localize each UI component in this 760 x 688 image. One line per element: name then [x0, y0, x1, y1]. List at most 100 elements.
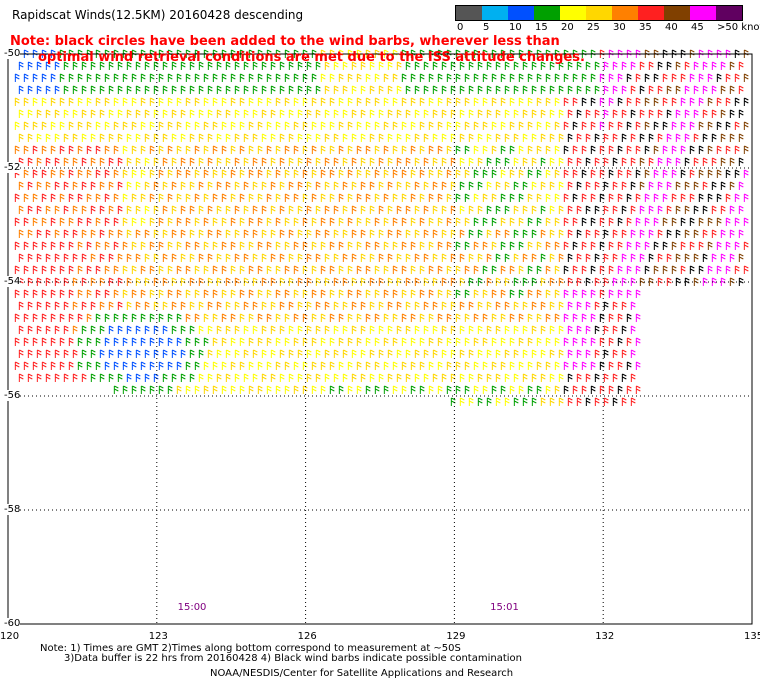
wind-barb [369, 109, 375, 118]
wind-barb [288, 373, 294, 382]
wind-barb [369, 349, 375, 358]
wind-barb [554, 193, 560, 202]
wind-barb [419, 73, 425, 82]
wind-barb [743, 193, 749, 202]
wind-barb [284, 97, 290, 106]
wind-barb [432, 85, 438, 94]
wind-barb [374, 313, 380, 322]
wind-barb [518, 385, 524, 394]
wind-barb [194, 265, 200, 274]
wind-barb [396, 85, 402, 94]
wind-barb [545, 73, 551, 82]
wind-barb [140, 385, 146, 394]
wind-barb [212, 313, 218, 322]
wind-barb [432, 253, 438, 262]
wind-barb [234, 181, 240, 190]
wind-barb [212, 241, 218, 250]
wind-barb [113, 241, 119, 250]
wind-barb [509, 217, 515, 226]
y-tick-label: -58 [4, 504, 21, 515]
legend-swatch [612, 6, 638, 20]
wind-barb [603, 85, 609, 94]
wind-barb [63, 325, 69, 334]
wind-barb [401, 289, 407, 298]
wind-barb [257, 385, 263, 394]
wind-barb [230, 337, 236, 346]
wind-barb [36, 133, 42, 142]
wind-barb [675, 85, 681, 94]
wind-barb [338, 121, 344, 130]
wind-barb [455, 73, 461, 82]
wind-barb [234, 253, 240, 262]
wind-barb [347, 385, 353, 394]
wind-barb [243, 157, 249, 166]
wind-barb [171, 373, 177, 382]
wind-barb [468, 397, 474, 406]
wind-barb [666, 61, 672, 70]
wind-barb [662, 73, 668, 82]
wind-barb [738, 85, 744, 94]
wind-barb [495, 373, 501, 382]
wind-barb [324, 277, 330, 286]
wind-barb [401, 193, 407, 202]
wind-barb [131, 361, 137, 370]
wind-barb [257, 97, 263, 106]
wind-barb [126, 133, 132, 142]
wind-barb [275, 241, 281, 250]
wind-barb [198, 85, 204, 94]
wind-barb [482, 289, 488, 298]
wind-barb [536, 265, 542, 274]
wind-barb [626, 265, 632, 274]
wind-barb [279, 349, 285, 358]
wind-barb [293, 337, 299, 346]
wind-barb [279, 205, 285, 214]
wind-barb [401, 313, 407, 322]
wind-barb [423, 253, 429, 262]
wind-barb [104, 265, 110, 274]
wind-barb [86, 313, 92, 322]
wind-barb [392, 193, 398, 202]
wind-barb [198, 229, 204, 238]
wind-barb [243, 325, 249, 334]
wind-barb [212, 337, 218, 346]
wind-barb [545, 265, 551, 274]
wind-barb [567, 109, 573, 118]
wind-barb [693, 61, 699, 70]
wind-barb [738, 109, 744, 118]
wind-barb [203, 337, 209, 346]
wind-barb [329, 193, 335, 202]
wind-barb [293, 169, 299, 178]
wind-barb [441, 157, 447, 166]
wind-barb [32, 169, 38, 178]
wind-barb [495, 61, 501, 70]
wind-barb [27, 181, 33, 190]
wind-barb [99, 253, 105, 262]
wind-barb [108, 277, 114, 286]
wind-barb [563, 193, 569, 202]
wind-barb [410, 217, 416, 226]
wind-barb [527, 265, 533, 274]
wind-barb [635, 265, 641, 274]
wind-barb [194, 313, 200, 322]
wind-barb [405, 325, 411, 334]
wind-barb [126, 229, 132, 238]
wind-barb [446, 313, 452, 322]
wind-barb [266, 361, 272, 370]
wind-barb [536, 73, 542, 82]
wind-barb [567, 325, 573, 334]
wind-barb [707, 193, 713, 202]
wind-barb [504, 133, 510, 142]
wind-barb [581, 337, 587, 346]
wind-barb [473, 313, 479, 322]
wind-barb [131, 145, 137, 154]
wind-barb [23, 121, 29, 130]
wind-barb [50, 265, 56, 274]
wind-barb [158, 217, 164, 226]
wind-barb [513, 181, 519, 190]
wind-barb [27, 109, 33, 118]
wind-barb [414, 229, 420, 238]
wind-barb [311, 313, 317, 322]
wind-barb [194, 169, 200, 178]
wind-barb [230, 265, 236, 274]
wind-barb [554, 217, 560, 226]
